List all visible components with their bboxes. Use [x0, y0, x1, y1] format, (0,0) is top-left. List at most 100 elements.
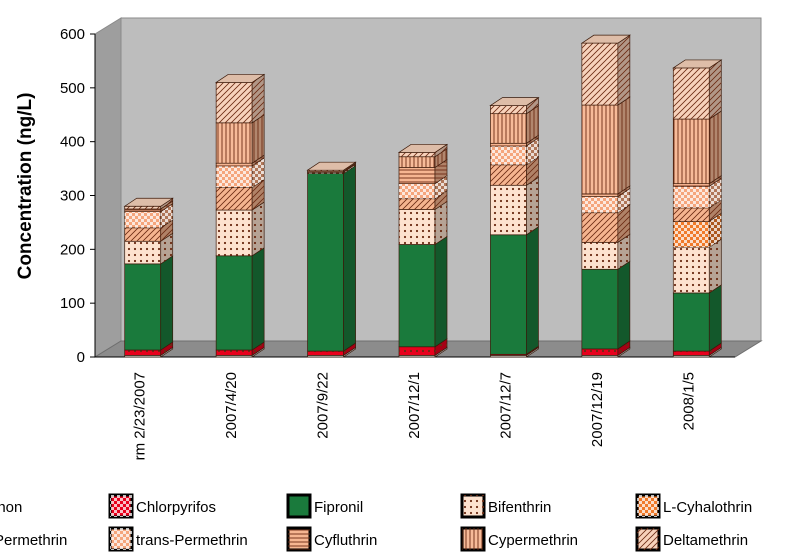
bar-segment-side-pattern [252, 74, 265, 123]
bar-stack [306, 161, 357, 358]
bar-segment-pattern [673, 247, 710, 293]
y-tick-label: 100 [60, 295, 85, 312]
bar-stack [580, 34, 632, 358]
bar-segment-side-pattern [617, 35, 630, 106]
bar-segment-side-pattern [526, 156, 539, 186]
bar-segment-side-pattern [617, 97, 630, 194]
legend-swatch-pattern [462, 495, 484, 517]
legend-item: Cypermethrin [460, 526, 578, 552]
y-axis-title: Concentration (ng/L) [15, 93, 36, 280]
bar-stack [123, 197, 174, 358]
legend-swatch-pattern [637, 495, 659, 517]
bar-segment-pattern [673, 351, 710, 356]
bar-segment-pattern [216, 122, 253, 164]
bar-segment-side-pattern [252, 202, 265, 256]
bar-segment [398, 244, 436, 348]
bar-segment-pattern [581, 348, 618, 356]
legend-swatch [286, 493, 312, 519]
bar-segment-side-pattern [526, 135, 539, 146]
bar-segment-side-pattern [435, 148, 447, 168]
bar-segment-side [251, 247, 265, 351]
bar-top [123, 197, 174, 207]
bar-top [306, 161, 357, 171]
bar-segment-pattern [216, 210, 253, 256]
bar-segment-pattern [124, 211, 161, 228]
legend-item: Chlorpyrifos [108, 493, 216, 519]
legend-swatch-pattern [110, 495, 132, 517]
legend-item: L-Cyhalothrin [635, 493, 752, 519]
bar-segment-side-pattern [526, 97, 539, 114]
legend-label: Cyfluthrin [314, 532, 377, 549]
bar-segment-side [617, 260, 631, 350]
bar-segment-side-pattern [160, 342, 173, 356]
legend-swatch-pattern [462, 528, 484, 550]
bar-segment-side [434, 235, 448, 348]
bar-segment [490, 234, 527, 355]
bar-segment-side-pattern [252, 155, 265, 166]
bar-segment-pattern [399, 167, 435, 184]
bar-segment-pattern [490, 145, 527, 165]
bar-segment-side-pattern [252, 342, 265, 356]
legend-swatch-pattern [637, 528, 659, 550]
bar-top [580, 34, 632, 44]
legend: inon Chlorpyrifos Fipronil Bifenthrin L-Cyha… [0, 493, 752, 552]
bar-segment-pattern [581, 193, 618, 197]
bar-segment-side-pattern [617, 185, 630, 197]
bar-segment-pattern [399, 183, 435, 199]
bar-segment-side-pattern [709, 59, 722, 120]
x-tick-label: 2007/12/1 [406, 372, 423, 439]
bar-segment-pattern [307, 171, 344, 173]
bar-segment-pattern [124, 206, 161, 209]
bar-segment-side-pattern [435, 338, 447, 356]
bar-segment-pattern [673, 67, 710, 120]
bar-segment-pattern [307, 170, 344, 172]
bar-segment [672, 292, 710, 352]
bar-segment-side-pattern [617, 234, 630, 270]
bar-stack [397, 143, 449, 358]
legend-label: Deltamethrin [663, 532, 748, 549]
legend-swatch-pattern [288, 528, 310, 550]
x-tick-label: 2007/12/19 [589, 372, 606, 447]
y-tick-label: 200 [60, 241, 85, 258]
bar-stack [214, 73, 266, 358]
bar-segment-pattern [673, 186, 710, 208]
bar-segment-side-pattern [343, 343, 356, 356]
x-tick-label: rm 2/23/2007 [132, 372, 149, 460]
bar-top [397, 144, 449, 153]
bar-segment-pattern [399, 198, 435, 210]
bar-segment-pattern [490, 354, 527, 356]
bar-segment-pattern [216, 165, 253, 188]
legend-label: Cypermethrin [488, 532, 578, 549]
bar-segment-pattern [673, 221, 710, 248]
bar-segment-side-pattern [709, 199, 722, 222]
bar-segment-pattern [581, 196, 618, 213]
bar-segment-side-pattern [709, 239, 722, 293]
bar-segment-side-pattern [617, 204, 630, 243]
bar-segment-pattern [490, 164, 527, 186]
bar-segment-side-pattern [435, 144, 447, 157]
legend-label: Permethrin [0, 532, 67, 549]
legend-item: Fipronil [286, 493, 363, 519]
legend-label: Chlorpyrifos [136, 499, 216, 516]
x-tick-label: 2007/9/22 [315, 372, 332, 439]
y-tick-label: 400 [60, 134, 85, 151]
bar-segment-pattern [216, 82, 253, 123]
bar-segment-side-pattern [526, 105, 539, 144]
y-axis: 0 100 200 300 400 500 600 [60, 26, 735, 366]
legend-item: inon [0, 499, 22, 516]
legend-item: Permethrin [0, 532, 67, 549]
bar-segment-pattern [399, 346, 435, 356]
y-tick-label: 0 [77, 349, 85, 366]
bar-segment-side [708, 284, 722, 352]
bar-segment-pattern [124, 227, 161, 242]
bar-segment-pattern [490, 143, 527, 146]
legend-label: Bifenthrin [488, 499, 551, 516]
bar-segment-side-pattern [252, 114, 265, 164]
bar-segment [215, 255, 253, 351]
legend-label: Fipronil [314, 499, 363, 516]
bar-segment-pattern [216, 163, 253, 166]
bar-segment-side-pattern [709, 178, 722, 208]
bar-top [214, 74, 266, 83]
legend-item: Cyfluthrin [286, 526, 377, 552]
